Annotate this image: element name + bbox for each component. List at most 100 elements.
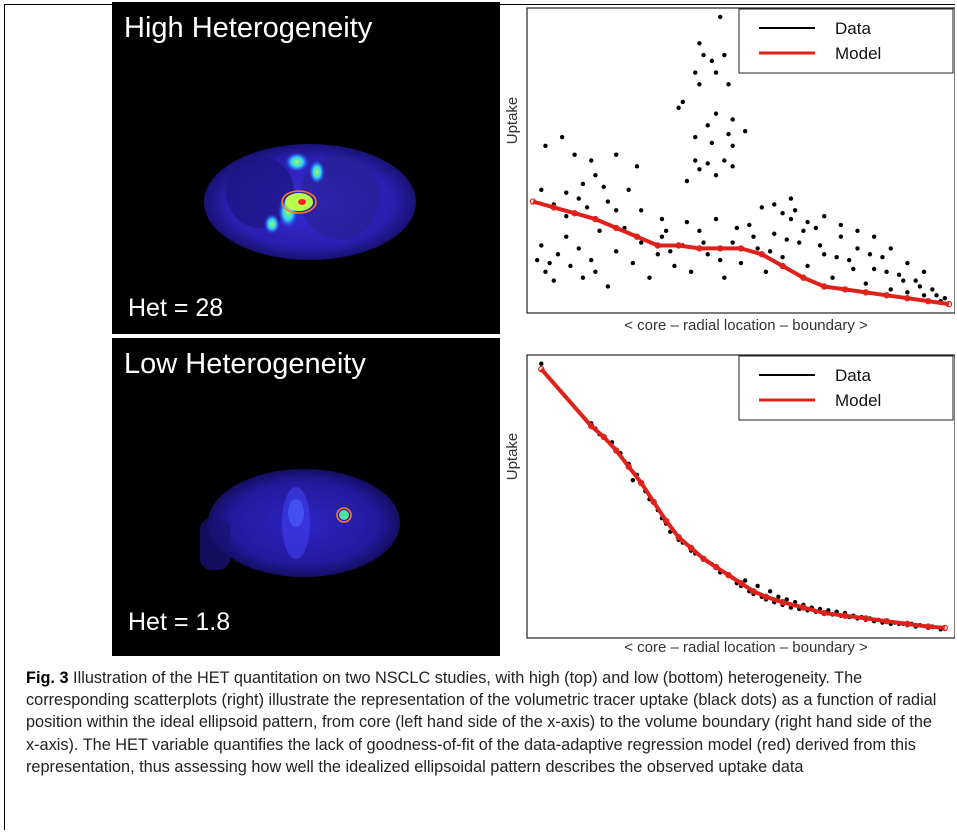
model-point (904, 295, 911, 302)
data-point (730, 143, 735, 149)
model-point (700, 555, 707, 563)
data-point (722, 52, 727, 58)
pet-scan-low (200, 469, 400, 577)
data-point (921, 293, 927, 298)
data-point (576, 246, 581, 251)
y-axis-label: Uptake (505, 97, 521, 145)
data-point (647, 275, 652, 280)
data-point (543, 143, 548, 149)
data-point (855, 228, 860, 234)
data-point (688, 269, 694, 275)
data-point (697, 41, 702, 46)
data-point (730, 117, 735, 122)
tumor-core (298, 199, 306, 205)
model-point (800, 604, 807, 611)
model-point (841, 286, 849, 293)
y-axis-label: Uptake (505, 433, 521, 481)
data-point (780, 211, 785, 216)
legend: Data Model (738, 355, 954, 421)
scatterplot-low: Data Model < core – radial location – boun… (505, 350, 955, 660)
model-point (821, 609, 828, 617)
data-point (551, 278, 556, 283)
data-point (605, 199, 611, 204)
model-point (675, 533, 682, 541)
model-series (529, 198, 953, 308)
data-point (593, 172, 598, 178)
scatterplot-svg: Data Model < core – radial location – boun… (505, 7, 955, 334)
data-point (559, 134, 565, 140)
data-point (880, 254, 885, 260)
data-point (788, 196, 794, 201)
data-point (788, 216, 794, 222)
data-point (901, 278, 906, 283)
data-point (834, 254, 839, 260)
pet-scan-high (204, 144, 416, 260)
data-point (680, 99, 685, 105)
caption-label: Fig. 3 (26, 669, 69, 687)
data-point (742, 578, 748, 583)
data-point (705, 123, 710, 128)
data-point (830, 275, 835, 280)
data-point (851, 266, 856, 272)
data-point (634, 164, 640, 169)
data-point (672, 263, 677, 269)
data-point (580, 275, 586, 280)
model-point (550, 204, 558, 211)
data-point (888, 287, 893, 292)
model-point (779, 262, 786, 270)
data-point (539, 187, 544, 192)
data-point (584, 205, 590, 210)
panel-title: High Heterogeneity (124, 12, 373, 44)
data-point (713, 70, 719, 75)
pet-image-high-heterogeneity: High Heterogeneity Het = 28 (112, 2, 500, 334)
data-point (576, 196, 581, 201)
mediastinum-core (288, 499, 304, 527)
data-point (780, 254, 785, 260)
model-point (600, 433, 607, 441)
model-point (650, 498, 657, 506)
data-point (734, 225, 740, 231)
data-point (630, 478, 636, 483)
scatterplot-high: Data Model < core – radial location – boun… (505, 0, 955, 345)
data-point (684, 219, 690, 225)
x-axis-label: < core – radial location – boundary > (624, 639, 868, 656)
model-point (883, 617, 890, 625)
roi-contour (336, 507, 352, 523)
data-point (805, 263, 810, 269)
data-point (659, 234, 665, 239)
data-point (867, 252, 873, 257)
data-point (597, 228, 602, 234)
data-point (684, 178, 690, 184)
data-point (713, 111, 719, 116)
data-point (871, 266, 877, 272)
model-point (750, 588, 757, 595)
data-point (705, 252, 710, 257)
data-point (846, 257, 852, 263)
data-point (755, 246, 760, 251)
model-point (696, 245, 703, 252)
data-point (572, 152, 577, 157)
data-point (626, 187, 631, 192)
model-point (625, 463, 632, 470)
model-line (532, 199, 950, 307)
model-point (945, 300, 953, 308)
data-point (564, 234, 569, 239)
model-point (588, 422, 595, 430)
data-point (855, 246, 860, 251)
data-point (676, 105, 681, 110)
data-point (917, 284, 923, 289)
data-point (759, 205, 764, 210)
data-point (568, 263, 573, 269)
data-point (747, 222, 752, 228)
model-point (925, 297, 932, 305)
data-point (722, 158, 727, 163)
data-point (726, 131, 731, 137)
data-point (614, 249, 619, 254)
legend-label: Model (835, 391, 881, 410)
data-point (693, 158, 698, 163)
model-point (592, 215, 599, 223)
model-point (904, 620, 911, 628)
data-point (738, 260, 744, 266)
data-point (934, 293, 939, 298)
scatterplot-svg: Data Model < core – radial location – boun… (505, 354, 955, 656)
